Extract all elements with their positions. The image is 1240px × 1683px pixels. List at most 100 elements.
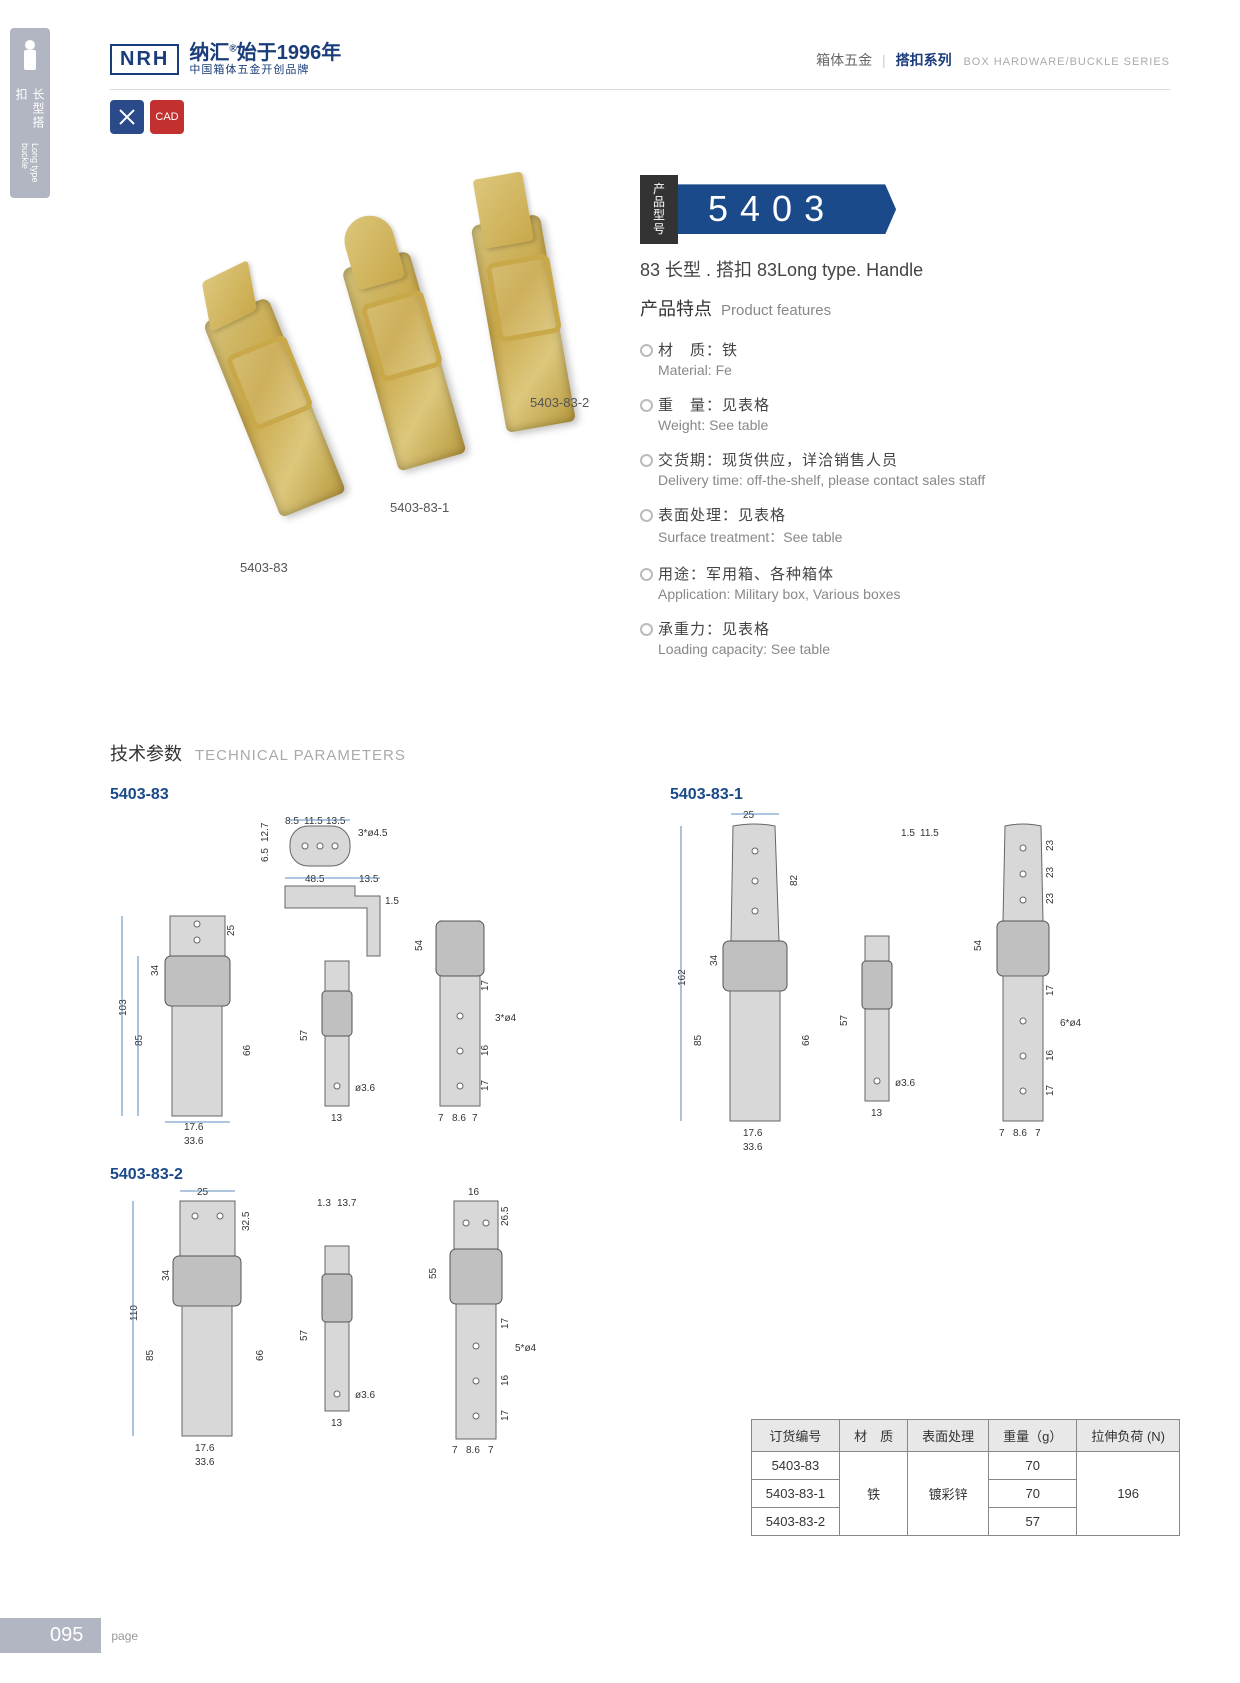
svg-text:25: 25	[197, 1187, 209, 1198]
svg-text:17: 17	[480, 1079, 491, 1091]
svg-text:7: 7	[438, 1113, 444, 1124]
cad-icon: CAD	[150, 100, 184, 134]
svg-text:6.5: 6.5	[260, 848, 271, 862]
svg-text:8.6: 8.6	[452, 1113, 466, 1124]
table-header: 材 质	[840, 1420, 908, 1452]
diagram-wrap: 5403-83 8.511.513.5 3*ø4.5 12.7 6.5 48.5…	[110, 786, 1180, 1566]
svg-text:25: 25	[743, 810, 755, 821]
svg-text:17.6: 17.6	[195, 1443, 215, 1454]
feature-item: 交货期：现货供应，详洽销售人员Delivery time: off-the-sh…	[640, 449, 1180, 488]
svg-text:26.5: 26.5	[500, 1206, 511, 1226]
product-image-2	[341, 250, 466, 471]
tools-icon	[110, 100, 144, 134]
model-block: 产品 型号 5403 83 长型 . 搭扣 83Long type. Handl…	[640, 175, 1180, 282]
svg-text:16: 16	[500, 1374, 511, 1386]
svg-text:17.6: 17.6	[743, 1128, 763, 1139]
svg-text:17: 17	[1045, 1084, 1056, 1096]
buckle-icon	[20, 38, 40, 78]
model-number: 5403	[678, 184, 896, 234]
page-footer: 095 page	[0, 1618, 138, 1653]
brand: 纳汇	[189, 42, 229, 64]
svg-text:16: 16	[480, 1044, 491, 1056]
svg-text:17.6: 17.6	[184, 1122, 204, 1133]
model-subtitle: 83 长型 . 搭扣 83Long type. Handle	[640, 256, 1180, 282]
svg-text:17: 17	[1045, 984, 1056, 996]
svg-text:12.7: 12.7	[260, 822, 271, 842]
diagram-5403-83-2: 25 110 85 34 32.5 66 17.6 33.6 57 ø3.6 1…	[110, 1186, 610, 1536]
since: 始于1996年	[237, 42, 342, 64]
tech-section: 技术参数 TECHNICAL PARAMETERS 5403-83 8.5 11.…	[110, 740, 1180, 1566]
side-label-en: Long type buckle	[20, 143, 40, 198]
svg-text:13.7: 13.7	[337, 1198, 357, 1209]
product-label-3: 5403-83-2	[530, 395, 589, 410]
svg-text:103: 103	[118, 999, 129, 1016]
svg-text:1.5: 1.5	[901, 828, 915, 839]
svg-text:162: 162	[677, 969, 688, 986]
feature-item: 承重力：见表格Loading capacity: See table	[640, 618, 1180, 657]
product-label-1: 5403-83	[240, 560, 288, 575]
svg-text:57: 57	[299, 1029, 310, 1041]
svg-text:66: 66	[242, 1044, 253, 1056]
table-row: 5403-83铁镀彩锌70196	[751, 1452, 1179, 1480]
svg-text:85: 85	[145, 1349, 156, 1361]
svg-text:13.5: 13.5	[359, 874, 379, 885]
svg-text:54: 54	[973, 939, 984, 951]
logo-block: NRH 纳汇®始于1996年 中国箱体五金开创品牌	[110, 42, 341, 76]
svg-text:17: 17	[500, 1317, 511, 1329]
svg-text:7: 7	[1035, 1128, 1041, 1139]
svg-text:34: 34	[150, 964, 161, 976]
svg-text:ø3.6: ø3.6	[895, 1078, 915, 1089]
svg-text:25: 25	[226, 924, 237, 936]
svg-text:23: 23	[1045, 892, 1056, 904]
svg-text:7: 7	[452, 1445, 458, 1456]
features-block: 产品特点 Product features 材 质：铁Material: Fe重…	[640, 295, 1180, 673]
product-label-2: 5403-83-1	[390, 500, 449, 515]
svg-text:23: 23	[1045, 866, 1056, 878]
diagram-5403-83: 8.511.513.5 3*ø4.5 12.7 6.5 48.513.5 1.5…	[110, 806, 600, 1156]
diagram-5403-83-1: 25 162 85 34 82 66 17.6 33.6 57 ø3.6 13 …	[655, 806, 1175, 1166]
svg-text:1.3: 1.3	[317, 1198, 331, 1209]
crumb-2: 搭扣系列	[896, 52, 952, 68]
slogan: 中国箱体五金开创品牌	[189, 64, 341, 76]
svg-text:13: 13	[331, 1418, 343, 1429]
svg-text:34: 34	[161, 1269, 172, 1281]
svg-text:82: 82	[789, 874, 800, 886]
diagram-label-3: 5403-83-2	[110, 1166, 183, 1184]
table-header: 重量（g）	[989, 1420, 1077, 1452]
svg-text:54: 54	[414, 939, 425, 951]
svg-text:57: 57	[299, 1329, 310, 1341]
diagram-label-1: 5403-83	[110, 786, 169, 804]
crumb-1: 箱体五金	[816, 52, 872, 68]
logo-text: 纳汇®始于1996年 中国箱体五金开创品牌	[189, 42, 341, 76]
logo-box: NRH	[110, 44, 179, 75]
tech-title: 技术参数 TECHNICAL PARAMETERS	[110, 740, 1180, 766]
svg-text:13.5: 13.5	[326, 816, 346, 827]
product-image-1	[203, 297, 347, 518]
divider: |	[882, 52, 886, 68]
svg-text:85: 85	[134, 1034, 145, 1046]
model-tag: 产品 型号	[640, 175, 678, 244]
reg-mark: ®	[229, 44, 236, 55]
product-photo-area: 5403-83 5403-83-1 5403-83-2	[140, 180, 600, 570]
page-label: page	[111, 1629, 138, 1643]
svg-text:7: 7	[488, 1445, 494, 1456]
svg-text:11.5: 11.5	[304, 816, 323, 827]
page-number: 095	[0, 1618, 101, 1653]
parameters-table: 订货编号材 质表面处理重量（g）拉伸负荷 (N) 5403-83铁镀彩锌7019…	[751, 1419, 1180, 1536]
svg-text:7: 7	[999, 1128, 1005, 1139]
svg-text:57: 57	[839, 1014, 850, 1026]
feature-item: 重 量：见表格Weight: See table	[640, 394, 1180, 433]
svg-text:8.5: 8.5	[285, 816, 299, 827]
svg-text:13: 13	[871, 1108, 883, 1119]
feature-item: 用途：军用箱、各种箱体Application: Military box, Va…	[640, 563, 1180, 602]
svg-text:8.6: 8.6	[466, 1445, 480, 1456]
side-tab: 长型搭扣 Long type buckle	[10, 28, 50, 198]
svg-text:11.5: 11.5	[920, 828, 939, 839]
table-header: 订货编号	[751, 1420, 839, 1452]
svg-text:66: 66	[801, 1034, 812, 1046]
side-label-cn: 长型搭扣	[13, 88, 47, 133]
svg-text:33.6: 33.6	[195, 1457, 215, 1468]
crumb-en: BOX HARDWARE/BUCKLE SERIES	[963, 56, 1170, 68]
svg-text:55: 55	[428, 1267, 439, 1279]
svg-text:85: 85	[693, 1034, 704, 1046]
